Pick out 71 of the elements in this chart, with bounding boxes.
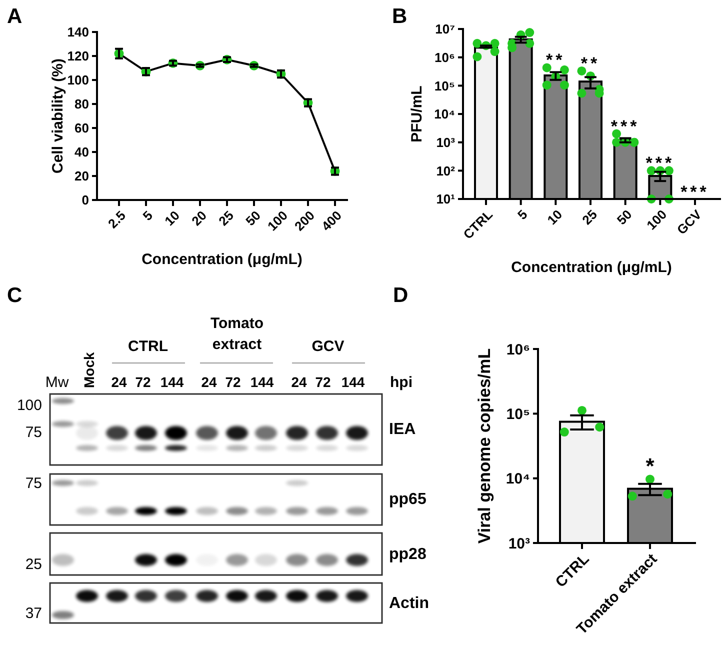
text: 24 bbox=[291, 374, 307, 390]
text: 144 bbox=[341, 374, 365, 390]
x-axis-title: Concentration (μg/mL) bbox=[511, 259, 672, 276]
x-tick-label: 5 bbox=[140, 208, 156, 224]
chart-title: A bbox=[7, 5, 22, 28]
text: 75 bbox=[25, 475, 42, 492]
x-tick-label: 20 bbox=[188, 208, 210, 229]
annotation: *** bbox=[680, 182, 710, 202]
text: C bbox=[7, 284, 22, 307]
y-tick-label: 10² bbox=[436, 163, 456, 178]
annotation: ** bbox=[546, 50, 566, 70]
annotation: *** bbox=[610, 116, 640, 136]
y-axis-title: PFU/mL bbox=[408, 86, 426, 142]
x-tick-label: 400 bbox=[318, 208, 344, 234]
x-tick-label: 10 bbox=[544, 206, 566, 228]
text: 24 bbox=[201, 374, 217, 390]
y-tick-label: 80 bbox=[74, 96, 89, 112]
x-tick-label: 100 bbox=[644, 206, 670, 233]
y-tick-label: 0 bbox=[82, 192, 89, 208]
text: 24 bbox=[111, 374, 127, 390]
y-tick-label: 140 bbox=[67, 24, 89, 40]
text: 72 bbox=[135, 374, 151, 390]
annotation: *** bbox=[646, 154, 675, 173]
x-tick-label: 5 bbox=[514, 206, 530, 223]
text: pp28 bbox=[389, 546, 426, 563]
y-tick-label: 20 bbox=[74, 168, 89, 184]
text: 144 bbox=[250, 374, 274, 390]
text: Tomato extract bbox=[210, 315, 264, 353]
y-tick-label: 10⁴ bbox=[434, 106, 455, 122]
x-tick-label: 100 bbox=[264, 208, 290, 234]
text: Mw bbox=[45, 374, 69, 391]
y-tick-label: 10⁶ bbox=[434, 50, 456, 66]
y-tick-label: 10⁶ bbox=[506, 341, 530, 358]
y-axis-title: Cell viability (%) bbox=[49, 58, 66, 174]
y-tick-label: 120 bbox=[67, 48, 89, 64]
text: Actin bbox=[389, 595, 429, 612]
y-tick-label: 10³ bbox=[508, 535, 530, 552]
y-tick-label: 40 bbox=[74, 144, 89, 160]
text: CTRL bbox=[128, 338, 168, 355]
x-tick-label: 2.5 bbox=[105, 208, 128, 232]
text: 37 bbox=[25, 605, 42, 622]
x-tick-label: 10 bbox=[162, 208, 182, 229]
y-tick-label: 10⁴ bbox=[506, 470, 530, 488]
text: 72 bbox=[225, 374, 241, 390]
y-tick-label: 10¹ bbox=[436, 192, 455, 207]
y-tick-label: 60 bbox=[74, 120, 89, 136]
x-tick-label: 50 bbox=[614, 206, 635, 228]
x-axis-title: Concentration (μg/mL) bbox=[142, 251, 302, 268]
x-tick-label: 25 bbox=[216, 208, 236, 229]
text: hpi bbox=[390, 374, 412, 391]
text: GCV bbox=[312, 338, 344, 355]
y-tick-label: 10⁷ bbox=[435, 22, 455, 37]
text: 75 bbox=[25, 424, 42, 441]
y-axis-title: Viral genome copies/mL bbox=[475, 348, 494, 544]
text: 144 bbox=[160, 374, 184, 390]
chart-title: B bbox=[392, 5, 408, 28]
annotation: * bbox=[646, 454, 655, 479]
x-tick-label: 25 bbox=[579, 206, 600, 228]
x-tick-label: 50 bbox=[242, 208, 264, 229]
chart-title: D bbox=[393, 284, 408, 307]
text: pp65 bbox=[389, 491, 426, 508]
x-tick-label: 200 bbox=[291, 208, 318, 234]
text: Mock bbox=[81, 352, 97, 388]
y-tick-label: 100 bbox=[67, 72, 89, 88]
annotation: ** bbox=[580, 54, 600, 73]
text: 72 bbox=[315, 374, 331, 390]
y-tick-label: 10³ bbox=[436, 135, 456, 150]
text: 100 bbox=[16, 397, 42, 414]
y-tick-label: 10⁵ bbox=[434, 78, 455, 94]
y-tick-label: 10⁵ bbox=[506, 406, 530, 424]
text: IEA bbox=[389, 421, 416, 438]
